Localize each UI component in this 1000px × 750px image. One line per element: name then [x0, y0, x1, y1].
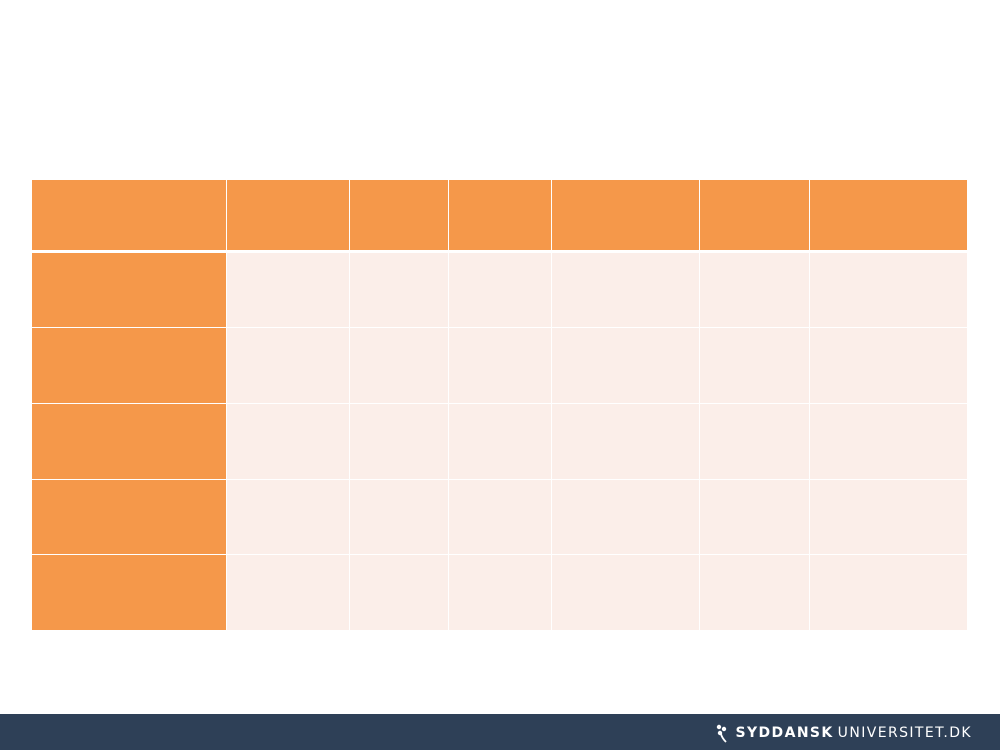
table-cell — [810, 253, 968, 328]
table-cell — [700, 555, 810, 631]
table-header-cell — [449, 180, 552, 253]
logo-text-regular: UNIVERSITET.DK — [837, 725, 972, 741]
table-row-header-cell — [32, 253, 227, 328]
table-cell — [552, 480, 700, 555]
table-cell — [449, 253, 552, 328]
table-cell — [810, 555, 968, 631]
table-header-cell — [552, 180, 700, 253]
table-cell — [449, 480, 552, 555]
table-row-header-cell — [32, 404, 227, 480]
table-cell — [350, 480, 449, 555]
table-cell — [350, 328, 449, 404]
table-row-header-cell — [32, 555, 227, 631]
table-cell — [227, 253, 350, 328]
table-cell — [449, 328, 552, 404]
university-logo: SYDDANSK UNIVERSITET.DK — [714, 723, 972, 743]
table-cell — [700, 404, 810, 480]
table-cell — [810, 328, 968, 404]
table-cell — [552, 253, 700, 328]
table-cell — [700, 480, 810, 555]
table-cell — [449, 404, 552, 480]
table-cell — [700, 253, 810, 328]
table-cell — [227, 328, 350, 404]
logo-text-bold: SYDDANSK — [735, 725, 834, 741]
table-cell — [350, 253, 449, 328]
table-cell — [449, 555, 552, 631]
table-header-cell — [700, 180, 810, 253]
table-cell — [552, 555, 700, 631]
table-cell — [810, 480, 968, 555]
table-header-cell — [227, 180, 350, 253]
table-cell — [227, 404, 350, 480]
table-cell — [552, 404, 700, 480]
table-header-cell — [350, 180, 449, 253]
table-cell — [700, 328, 810, 404]
table-cell — [350, 404, 449, 480]
sdu-flower-icon — [716, 724, 727, 743]
table-row-header-cell — [32, 480, 227, 555]
table-header-cell — [32, 180, 227, 253]
table-cell — [350, 555, 449, 631]
table-cell — [227, 480, 350, 555]
data-table — [32, 180, 968, 635]
table-cell — [552, 328, 700, 404]
table-cell — [810, 404, 968, 480]
table-row-header-cell — [32, 328, 227, 404]
table-header-cell — [810, 180, 968, 253]
footer-bar: SYDDANSK UNIVERSITET.DK — [0, 714, 1000, 750]
table-cell — [227, 555, 350, 631]
